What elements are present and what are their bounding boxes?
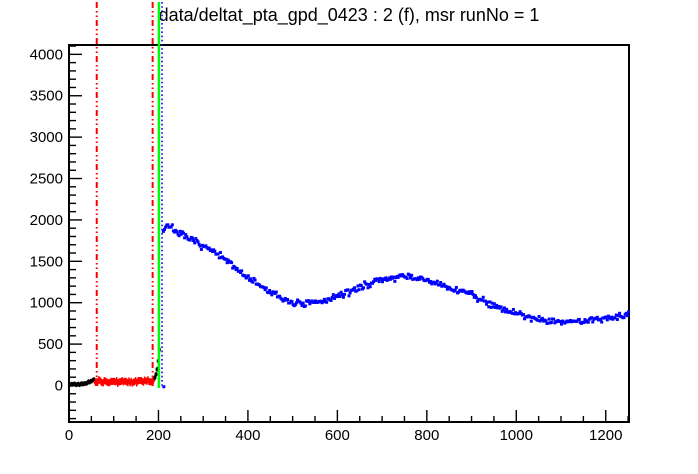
y-tick-label: 2000 xyxy=(30,212,63,229)
y-tick-label: 500 xyxy=(38,336,63,353)
x-tick-label: 0 xyxy=(65,427,73,444)
x-tick-label: 800 xyxy=(414,427,439,444)
x-tick-label: 200 xyxy=(146,427,171,444)
y-tick-label: 1000 xyxy=(30,295,63,312)
chart-title: data/deltat_pta_gpd_0423 : 2 (f), msr ru… xyxy=(158,5,540,25)
y-tick-label: 1500 xyxy=(30,253,63,270)
axis-tick-labels: 0 200 400 600 800 1000 1200 0 500 1000 1500 2000 250… xyxy=(30,46,623,444)
axis-frame xyxy=(68,44,630,423)
series-histogram-before-background xyxy=(67,377,96,388)
x-tick-label: 1000 xyxy=(500,427,533,444)
y-tick-label: 3000 xyxy=(30,129,63,146)
series-background-window xyxy=(93,376,156,387)
series-data-window-histogram xyxy=(161,223,631,389)
x-tick-label: 600 xyxy=(325,427,350,444)
y-tick-label: 4000 xyxy=(30,46,63,63)
y-tick-label: 2500 xyxy=(30,171,63,188)
y-tick-label: 0 xyxy=(55,377,63,394)
x-tick-label: 400 xyxy=(235,427,260,444)
y-tick-label: 3500 xyxy=(30,88,63,105)
axis-ticks xyxy=(68,45,629,422)
range-marker-lines xyxy=(95,2,163,388)
x-tick-label: 1200 xyxy=(589,427,622,444)
